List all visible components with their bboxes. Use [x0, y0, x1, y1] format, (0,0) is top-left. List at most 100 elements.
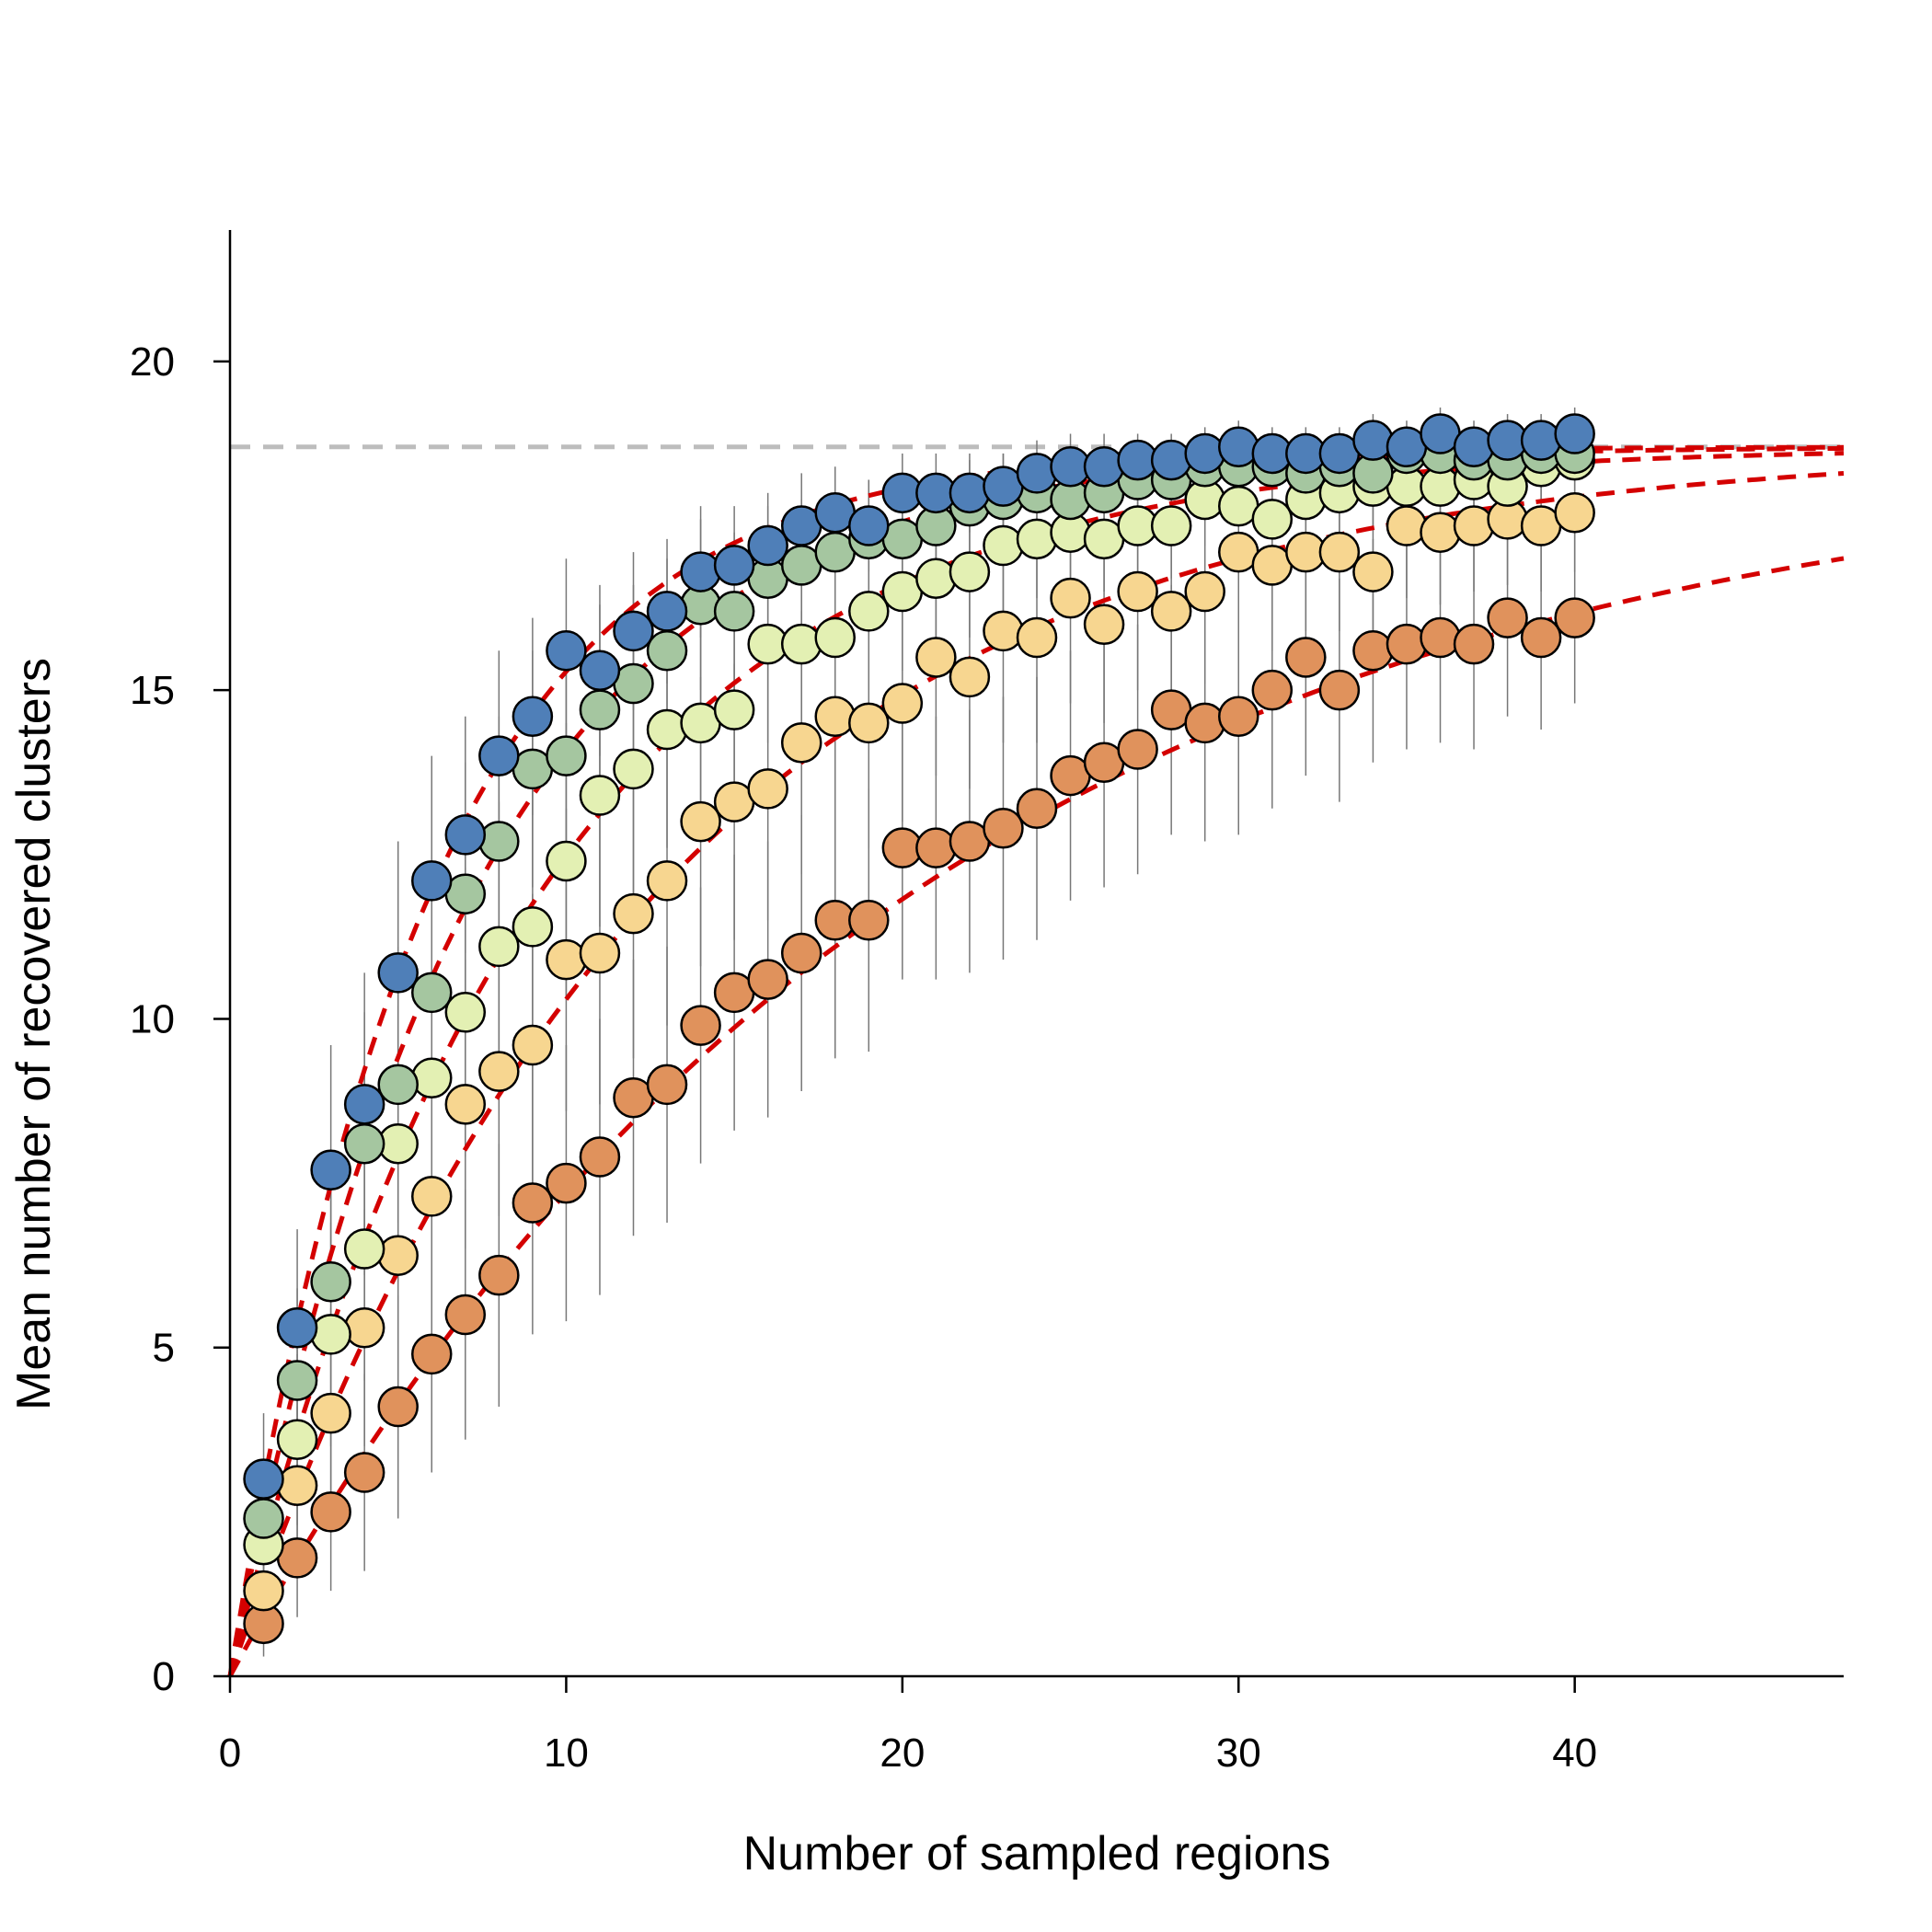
data-point: [747, 768, 788, 810]
data-point: [1218, 426, 1259, 468]
data-point: [1150, 591, 1192, 632]
data-point: [1251, 669, 1294, 711]
data-point: [646, 591, 688, 632]
data-point: [310, 1314, 351, 1355]
data-point: [1386, 505, 1428, 546]
data-point: [546, 630, 587, 672]
data-point: [546, 938, 587, 981]
data-point: [1453, 505, 1495, 546]
x-tick-label: 20: [880, 1731, 925, 1776]
data-point: [713, 591, 755, 632]
data-point: [1016, 518, 1058, 560]
y-tick-label: 20: [130, 339, 175, 385]
data-point: [848, 591, 890, 632]
x-tick-label: 30: [1216, 1731, 1261, 1776]
data-point: [478, 926, 520, 968]
data-point: [780, 722, 822, 764]
data-point: [243, 1498, 284, 1539]
data-point: [848, 702, 890, 744]
data-point: [243, 1458, 284, 1500]
point-layer: [243, 413, 1595, 1645]
data-point: [1016, 788, 1058, 830]
data-point: [343, 1228, 385, 1270]
data-point: [411, 972, 453, 1014]
data-point: [1117, 729, 1158, 770]
data-point: [444, 1294, 487, 1336]
data-point: [983, 807, 1024, 849]
data-point: [276, 1465, 318, 1507]
x-tick-label: 40: [1552, 1731, 1597, 1776]
data-point: [1420, 616, 1461, 659]
data-point: [276, 1307, 318, 1349]
data-point: [1318, 531, 1361, 573]
data-point: [814, 696, 856, 738]
data-point: [848, 505, 890, 546]
data-point: [579, 932, 621, 974]
data-point: [680, 800, 721, 843]
data-point: [512, 1182, 554, 1224]
data-point: [848, 900, 890, 941]
data-point: [1251, 499, 1294, 540]
y-tick-label: 10: [130, 996, 175, 1041]
data-point: [814, 616, 856, 659]
data-point: [949, 551, 991, 592]
data-point: [1520, 420, 1562, 461]
data-point: [579, 650, 621, 691]
data-point: [1554, 492, 1595, 534]
data-point: [512, 696, 554, 738]
data-point: [747, 524, 788, 567]
data-point: [1184, 432, 1225, 475]
data-point: [546, 840, 587, 882]
data-point: [680, 551, 721, 592]
data-point: [579, 775, 621, 816]
data-point: [983, 610, 1024, 652]
data-point: [949, 472, 991, 514]
data-point: [646, 1064, 688, 1106]
data-point: [276, 1419, 318, 1461]
data-point: [512, 906, 554, 948]
data-point: [579, 689, 621, 730]
data-point: [1117, 570, 1158, 613]
data-point: [646, 630, 688, 672]
x-tick-label: 0: [219, 1731, 241, 1776]
data-point: [881, 683, 924, 724]
data-point: [613, 748, 654, 790]
data-point: [377, 1064, 419, 1106]
data-point: [546, 735, 587, 776]
data-point: [646, 860, 688, 902]
data-point: [377, 1386, 419, 1428]
data-point: [915, 637, 957, 678]
data-point: [310, 1491, 351, 1533]
data-point: [780, 623, 822, 665]
data-point: [1016, 616, 1058, 659]
data-point: [915, 558, 957, 599]
data-point: [1420, 512, 1461, 553]
data-point: [1386, 623, 1428, 665]
y-tick-label: 0: [153, 1654, 175, 1699]
data-point: [243, 1570, 284, 1612]
data-point: [1520, 616, 1562, 659]
data-point: [478, 1254, 520, 1296]
data-point: [478, 1051, 520, 1092]
data-point: [444, 814, 487, 856]
data-point: [1554, 597, 1595, 638]
data-point: [276, 1360, 318, 1401]
data-point: [1453, 623, 1495, 665]
data-point: [713, 689, 755, 730]
y-tick-label: 15: [130, 668, 175, 713]
data-point: [1150, 505, 1192, 546]
data-point: [646, 708, 688, 751]
data-point: [680, 1005, 721, 1046]
data-point: [343, 1307, 385, 1349]
data-point: [310, 1261, 351, 1303]
data-point: [411, 1333, 453, 1375]
data-point: [1184, 570, 1225, 613]
data-point: [343, 1084, 385, 1125]
data-point: [1487, 597, 1528, 638]
data-point: [1352, 630, 1394, 672]
data-point: [343, 1452, 385, 1493]
data-point: [343, 1122, 385, 1165]
data-point: [1218, 696, 1259, 738]
